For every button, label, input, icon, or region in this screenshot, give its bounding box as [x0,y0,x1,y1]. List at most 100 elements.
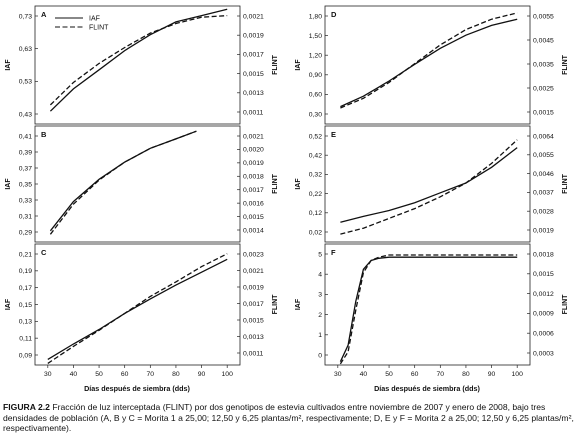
x-tick-label: 100 [222,371,234,378]
panel-c-ylabel: IAF [5,298,12,310]
y2-tick-label: 0,0017 [243,301,264,308]
y2-tick-label: 0,0020 [243,147,264,154]
panel-c-y2label: FLINT [272,294,279,315]
y2-tick-label: 0,0055 [533,152,554,159]
y-tick-label: 0,17 [19,285,32,292]
y-tick-label: 0,22 [309,191,322,198]
y2-tick-label: 0,0019 [243,33,264,40]
panel-c-label: C [41,248,47,257]
x-tick-label: 70 [147,371,155,378]
y-tick-label: 0,21 [19,251,32,258]
panel-b-y2label: FLINT [272,173,279,194]
panel-e-label: E [331,130,336,139]
y-tick-label: 2 [318,312,322,319]
y-tick-label: 0,42 [309,153,322,160]
y2-tick-label: 0,0006 [533,331,554,338]
x-tick-label: 80 [462,371,470,378]
y2-tick-label: 0,0003 [533,350,554,357]
x-tick-label: 50 [385,371,393,378]
y2-tick-label: 0,0011 [243,109,264,116]
legend-label-iaf: IAF [89,16,100,23]
y-tick-label: 5 [318,251,322,258]
y2-tick-label: 0,0015 [243,317,264,324]
panel-b-frame [34,125,241,243]
panel-f-ylabel: IAF [295,298,302,310]
y2-tick-label: 0,0019 [243,160,264,167]
panel-b-series-iaf [49,130,197,232]
y-tick-label: 1,50 [309,33,322,40]
panel-d-frame [324,5,531,125]
y-tick-label: 0,29 [19,229,32,236]
y2-tick-label: 0,0019 [533,227,554,234]
x-tick-label: 60 [411,371,419,378]
y-tick-label: 0,19 [19,268,32,275]
x-tick-label: 90 [488,371,496,378]
x-tick-label: 30 [334,371,342,378]
y-tick-label: 0,73 [19,13,32,20]
x-tick-label: 50 [95,371,103,378]
y2-tick-label: 0,0018 [243,174,264,181]
panel-a-series-iaf [49,8,228,112]
panel-f-label: F [331,248,336,257]
panel-b-label: B [41,130,47,139]
y2-tick-label: 0,0025 [533,85,554,92]
y-tick-label: 0,32 [309,172,322,179]
panel-e-series-flint [340,139,518,235]
x-tick-label: 90 [198,371,206,378]
y2-tick-label: 0,0015 [243,214,264,221]
x-tick-label: 70 [437,371,445,378]
y-tick-label: 0,60 [309,92,322,99]
y-tick-label: 0,15 [19,302,32,309]
y-tick-label: 0,41 [19,133,32,140]
panel-a-frame [34,5,241,125]
x-axis-title-right: Días después de siembra (dds) [374,384,480,393]
panel-f-series-flint [339,254,518,365]
y-tick-label: 1,80 [309,13,322,20]
legend-label-flint: FLINT [89,25,109,32]
y-tick-label: 0,13 [19,319,32,326]
x-tick-label: 40 [360,371,368,378]
y2-tick-label: 0,0021 [243,268,264,275]
caption-label: FIGURA 2.2 [3,402,50,412]
y-tick-label: 0,37 [19,165,32,172]
y-tick-label: 0,63 [19,46,32,53]
panel-e-y2label: FLINT [562,173,569,194]
caption-text: Fracción de luz interceptada (FLINT) por… [3,402,574,434]
y2-tick-label: 0,0009 [533,311,554,318]
x-tick-label: 40 [70,371,78,378]
y-tick-label: 0,11 [19,335,32,342]
panel-d-series-iaf [340,18,518,108]
panel-c-series-flint [47,253,228,364]
y2-tick-label: 0,0017 [243,187,264,194]
y2-tick-label: 0,0035 [533,61,554,68]
y-tick-label: 0,02 [309,229,322,236]
y-tick-label: 0,30 [309,111,322,118]
y2-tick-label: 0,0045 [533,37,554,44]
y-tick-label: 1,20 [309,53,322,60]
y2-tick-label: 0,0012 [533,291,554,298]
y-tick-label: 0,12 [309,210,322,217]
panel-f-frame [324,243,531,366]
panel-f-series-iaf [339,256,518,362]
y2-tick-label: 0,0021 [243,13,264,20]
y2-tick-label: 0,0013 [243,90,264,97]
y2-tick-label: 0,0015 [533,109,554,116]
y-tick-label: 1 [318,332,322,339]
y2-tick-label: 0,0011 [243,350,264,357]
panel-a-ylabel: IAF [5,59,12,71]
panel-e-ylabel: IAF [295,178,302,190]
y2-tick-label: 0,0015 [533,271,554,278]
panel-d-y2label: FLINT [562,54,569,75]
panel-a-series-flint [49,14,228,106]
panel-a-y2label: FLINT [272,54,279,75]
y-tick-label: 0,09 [19,352,32,359]
y-tick-label: 3 [318,292,322,299]
y2-tick-label: 0,0014 [243,227,264,234]
y2-tick-label: 0,0017 [243,52,264,59]
y-tick-label: 0,52 [309,133,322,140]
panel-c-series-iaf [47,258,228,360]
y2-tick-label: 0,0016 [243,200,264,207]
y2-tick-label: 0,0055 [533,13,554,20]
panel-e-frame [324,125,531,243]
y2-tick-label: 0,0046 [533,171,554,178]
